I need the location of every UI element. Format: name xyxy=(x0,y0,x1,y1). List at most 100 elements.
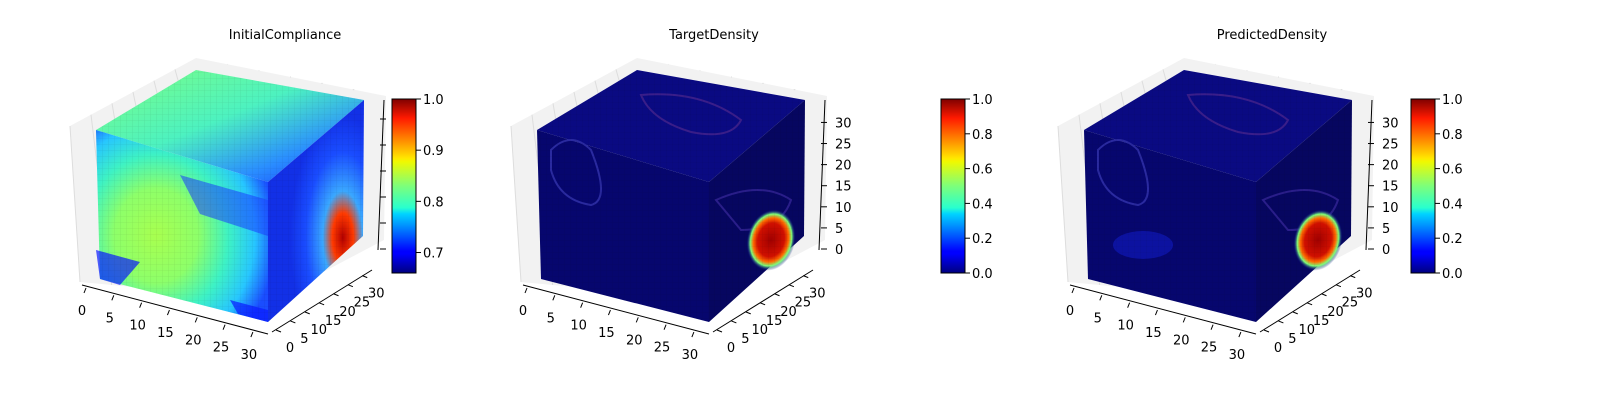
x-tick-label: 5 xyxy=(547,311,555,326)
z-tick-label: 5 xyxy=(835,222,843,237)
colorbar-tick-label: 0.2 xyxy=(972,232,993,247)
x-tick-label: 30 xyxy=(1229,348,1246,363)
y-tick-label: 0 xyxy=(1274,341,1282,356)
x-tick-mark xyxy=(166,309,170,316)
colorbar-tick-label: 0.6 xyxy=(972,163,993,178)
y-tick-mark xyxy=(731,320,737,324)
z-tick-label: 25 xyxy=(1382,138,1399,153)
y-tick-mark xyxy=(788,284,795,288)
x-tick-label: 5 xyxy=(106,311,114,326)
y-tick-label: 15 xyxy=(1313,314,1330,329)
z-tick-label: 20 xyxy=(835,159,852,174)
z-axis-line xyxy=(818,99,826,251)
y-axis-line xyxy=(1259,269,1361,333)
grid-line xyxy=(69,125,81,283)
x-tick-mark xyxy=(1071,287,1075,294)
y-tick-mark xyxy=(1263,329,1270,333)
y-tick-label: 5 xyxy=(1288,332,1296,347)
y-tick-label: 10 xyxy=(310,323,327,338)
voxel-grid xyxy=(1084,70,1352,182)
x-tick-label: 20 xyxy=(626,333,643,348)
colorbar-gradient xyxy=(1410,98,1436,274)
y-tick-label: 30 xyxy=(1356,287,1373,302)
x-tick-mark xyxy=(524,287,528,294)
y-tick-label: 30 xyxy=(368,287,385,302)
x-tick-mark xyxy=(607,309,611,316)
y-tick-label: 0 xyxy=(727,341,735,356)
y-tick-mark xyxy=(774,293,780,297)
z-tick-label: 0 xyxy=(835,243,843,258)
x-tick-label: 5 xyxy=(1094,311,1102,326)
voxel-grid xyxy=(268,100,364,322)
y-tick-mark xyxy=(1321,293,1327,297)
x-tick-mark xyxy=(552,295,556,301)
x-tick-mark xyxy=(1210,324,1214,330)
colorbar-tick-label: 0.8 xyxy=(1442,128,1463,143)
y-tick-mark xyxy=(304,311,310,315)
y-tick-label: 20 xyxy=(1327,305,1344,320)
y-tick-label: 5 xyxy=(300,332,308,347)
y-axis-line xyxy=(712,269,814,333)
x-tick-mark xyxy=(222,324,226,330)
y-tick-label: 25 xyxy=(354,296,371,311)
subplot-initialcompliance: 0 5 10 15 20 25 30 051015202530InitialComplianc… xyxy=(69,28,444,363)
subplot-targetdensity: 0 5 10 15 20 25 30 051015202530051015202530Targ… xyxy=(510,28,993,363)
x-tick-mark xyxy=(83,287,87,294)
x-tick-label: 25 xyxy=(1201,341,1218,356)
x-tick-label: 10 xyxy=(129,319,146,334)
x-tick-label: 15 xyxy=(1145,326,1162,341)
colorbar-gradient xyxy=(391,98,417,274)
x-tick-mark xyxy=(691,331,695,338)
x-tick-label: 30 xyxy=(241,348,258,363)
z-tick-label: 10 xyxy=(1382,201,1399,216)
grid-line xyxy=(510,125,522,283)
y-tick-label: 15 xyxy=(766,314,783,329)
y-tick-mark xyxy=(1350,275,1356,279)
colorbar-tick-label: 0.0 xyxy=(972,267,993,282)
y-tick-mark xyxy=(1335,284,1342,288)
grid-line xyxy=(1057,125,1069,283)
y-tick-mark xyxy=(759,302,766,306)
x-tick-label: 20 xyxy=(1173,333,1190,348)
x-tick-mark xyxy=(250,331,254,338)
voxel-grid xyxy=(709,100,805,322)
colorbar-tick-label: 0.8 xyxy=(972,128,993,143)
y-tick-label: 25 xyxy=(1342,296,1359,311)
colorbar: 1.0 0.9 0.8 0.7 xyxy=(391,93,444,274)
z-tick-label: 25 xyxy=(835,138,852,153)
x-tick-mark xyxy=(580,302,584,308)
y-tick-mark xyxy=(716,329,723,333)
y-tick-label: 20 xyxy=(339,305,356,320)
z-tick-label: 10 xyxy=(835,201,852,216)
z-tick-label: 15 xyxy=(1382,180,1399,195)
x-tick-mark xyxy=(139,302,143,308)
y-tick-label: 10 xyxy=(751,323,768,338)
voxel-grid xyxy=(96,130,268,322)
z-tick-label: 0 xyxy=(1382,243,1390,258)
x-tick-label: 0 xyxy=(1066,304,1074,319)
y-tick-label: 25 xyxy=(795,296,812,311)
subplot-predicteddensity: 0 5 10 15 20 25 30 051015202530051015202530Pred… xyxy=(1057,28,1463,363)
colorbar-gradient xyxy=(940,98,966,274)
colorbar-tick-label: 0.4 xyxy=(972,197,993,212)
voxel-grid xyxy=(1256,100,1352,322)
x-tick-mark xyxy=(1127,302,1131,308)
colorbar-tick-label: 1.0 xyxy=(972,93,993,108)
colorbar-tick-label: 0.2 xyxy=(1442,232,1463,247)
voxel-grid xyxy=(537,70,805,182)
x-tick-label: 15 xyxy=(598,326,615,341)
x-tick-label: 0 xyxy=(78,304,86,319)
z-tick-label: 5 xyxy=(1382,222,1390,237)
x-tick-label: 25 xyxy=(654,341,671,356)
x-tick-mark xyxy=(1154,309,1158,316)
y-tick-mark xyxy=(290,320,296,324)
x-tick-label: 10 xyxy=(570,319,587,334)
x-tick-label: 10 xyxy=(1117,319,1134,334)
y-tick-label: 30 xyxy=(809,287,826,302)
x-axis-line xyxy=(81,284,269,335)
y-tick-label: 5 xyxy=(741,332,749,347)
z-tick-label: 30 xyxy=(835,116,852,131)
y-tick-mark xyxy=(1292,311,1298,315)
y-tick-mark xyxy=(745,311,751,315)
y-tick-mark xyxy=(803,275,809,279)
